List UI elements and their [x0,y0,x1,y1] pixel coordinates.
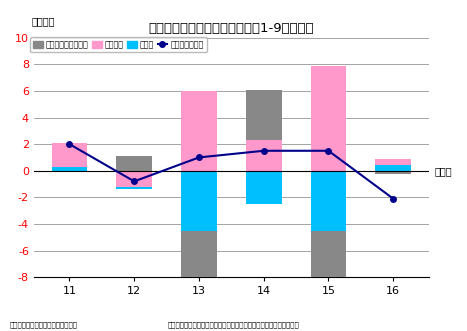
Bar [375,159,411,166]
Bar [181,91,217,171]
Legend: その他リスク性資産, 投資信託, 株式等, リスク性資産計: その他リスク性資産, 投資信託, 株式等, リスク性資産計 [30,37,207,52]
Bar [311,171,346,231]
Text: （資料）日本銀行「資金安定統計」: （資料）日本銀行「資金安定統計」 [9,321,78,328]
Bar [311,66,346,171]
Text: （兆円）: （兆円） [32,16,56,26]
Bar [181,231,217,290]
Bar [116,171,152,187]
Bar [116,156,152,171]
Text: （注）その他リスク性資産は、外貨預金、対外証券投資、信託受益権: （注）その他リスク性資産は、外貨預金、対外証券投資、信託受益権 [168,321,300,328]
Bar [116,187,152,189]
Bar [246,171,282,204]
Bar [311,231,346,316]
Bar [52,167,87,171]
Bar [52,143,87,167]
Bar [181,171,217,231]
Title: リスク性資産への投資額（各年1-9月累計）: リスク性資産への投資額（各年1-9月累計） [149,22,314,35]
Bar [375,166,411,171]
Bar [375,171,411,174]
Bar [246,140,282,171]
Bar [246,90,282,140]
Text: （年）: （年） [434,166,452,176]
